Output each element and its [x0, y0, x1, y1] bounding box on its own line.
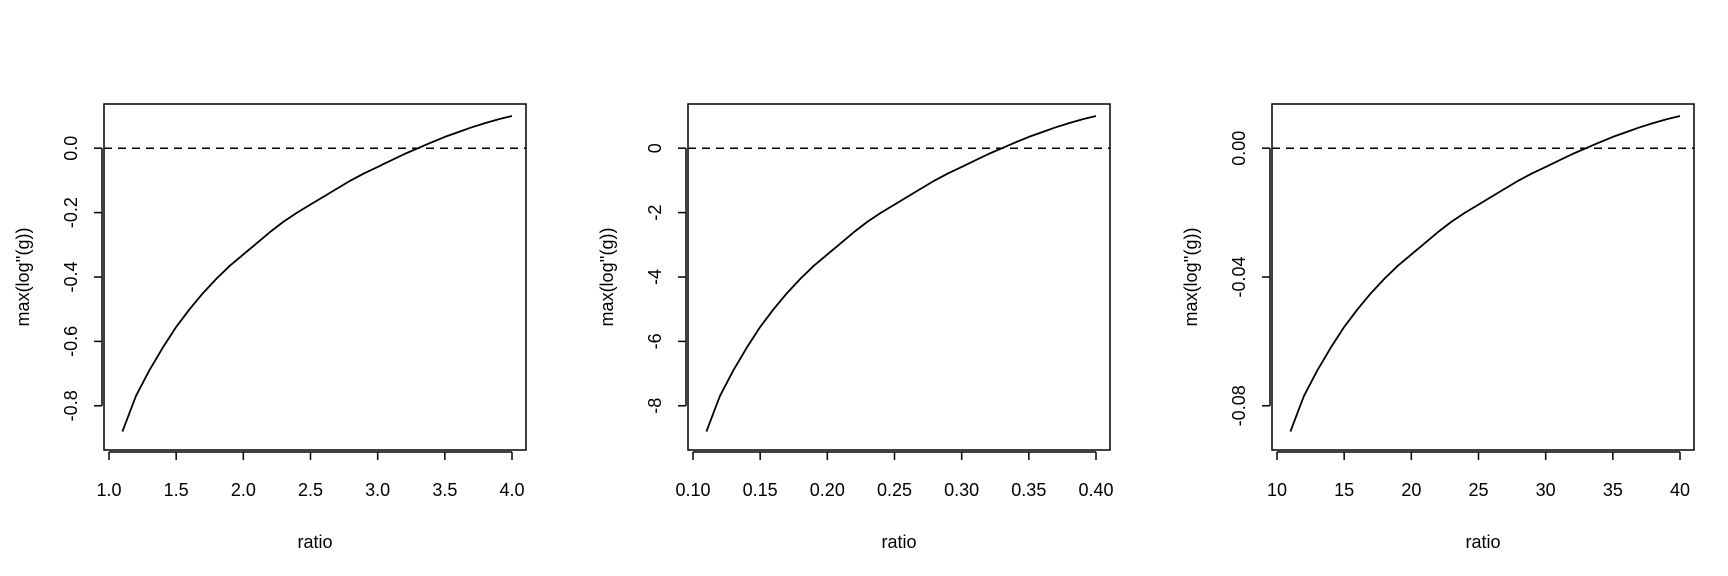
- x-tick-label: 0.30: [944, 480, 979, 500]
- x-tick-label: 3.5: [432, 480, 457, 500]
- x-axis-title: ratio: [1465, 532, 1500, 552]
- x-tick-label: 0.20: [810, 480, 845, 500]
- series-line: [705, 115, 1097, 432]
- chart-panel-1: 1.0 1.5 2.0 2.5 3.0 3.5 4.0 -0.8 -0.6 -0.4 -0.2 0.0…: [13, 103, 527, 552]
- plot-frame: [103, 103, 527, 451]
- y-tick-label: -4: [645, 269, 665, 285]
- chart-panel-3: 10 15 20 25 30 35 40 -0.08 -0.04 0.00 ratio max(log…: [1181, 103, 1695, 552]
- x-tick-label: 1.5: [164, 480, 189, 500]
- x-tick-label: 2.0: [231, 480, 256, 500]
- y-tick-label: -8: [645, 398, 665, 414]
- chart-panel-2: 0.10 0.15 0.20 0.25 0.30 0.35 0.40 -8 -6 -4 -2 0 rat…: [597, 103, 1114, 552]
- series-line: [121, 115, 513, 432]
- y-axis-title: max(log''(g)): [597, 228, 617, 327]
- y-axis-title: max(log''(g)): [13, 228, 33, 327]
- y-tick-label: -0.8: [61, 390, 81, 421]
- x-tick-label: 30: [1536, 480, 1556, 500]
- x-axis-title: ratio: [297, 532, 332, 552]
- x-tick-label: 0.15: [743, 480, 778, 500]
- y-tick-label: -0.08: [1229, 385, 1249, 426]
- x-tick-label: 15: [1334, 480, 1354, 500]
- x-tick-label: 0.35: [1011, 480, 1046, 500]
- x-tick-label: 3.0: [365, 480, 390, 500]
- x-tick-label: 2.5: [298, 480, 323, 500]
- y-tick-label: 0: [645, 143, 665, 153]
- x-tick-label: 0.40: [1078, 480, 1113, 500]
- x-tick-label: 20: [1401, 480, 1421, 500]
- x-tick-label: 0.10: [675, 480, 710, 500]
- plot-frame: [687, 103, 1111, 451]
- x-tick-label: 4.0: [499, 480, 524, 500]
- x-tick-label: 25: [1468, 480, 1488, 500]
- series-line: [1289, 115, 1681, 432]
- x-tick-label: 40: [1670, 480, 1690, 500]
- x-tick-label: 1.0: [96, 480, 121, 500]
- y-tick-label: -0.2: [61, 197, 81, 228]
- plot-frame: [1271, 103, 1695, 451]
- y-tick-label: -2: [645, 205, 665, 221]
- y-tick-label: 0.00: [1229, 131, 1249, 166]
- y-axis-title: max(log''(g)): [1181, 228, 1201, 327]
- y-tick-label: -6: [645, 333, 665, 349]
- x-axis-title: ratio: [881, 532, 916, 552]
- x-tick-label: 35: [1603, 480, 1623, 500]
- y-tick-label: -0.6: [61, 326, 81, 357]
- y-tick-label: -0.4: [61, 261, 81, 292]
- y-tick-label: -0.04: [1229, 256, 1249, 297]
- x-tick-label: 10: [1267, 480, 1287, 500]
- y-tick-label: 0.0: [61, 136, 81, 161]
- x-tick-label: 0.25: [877, 480, 912, 500]
